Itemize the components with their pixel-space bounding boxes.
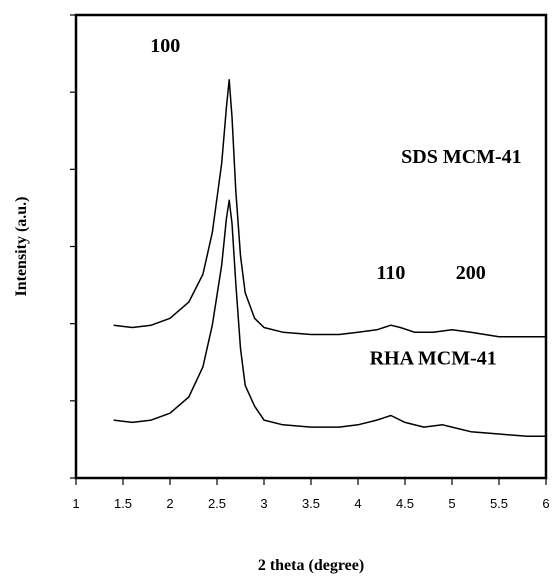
peak-annotations: 100 SDS MCM-41 110 200 RHA MCM-41 (150, 35, 521, 370)
y-tick-marks (70, 14, 76, 479)
x-tick-label: 5 (448, 496, 455, 511)
annotation-label: SDS MCM-41 (401, 146, 522, 168)
x-tick-label: 4 (354, 496, 361, 511)
x-tick-label: 1.5 (114, 496, 132, 511)
x-tick-label: 6 (542, 496, 549, 511)
series-line-2 (113, 199, 546, 438)
x-tick-label: 3.5 (302, 496, 320, 511)
annotation-label: RHA MCM-41 (370, 348, 497, 370)
series-lines (113, 79, 546, 438)
annotation-label: 110 (376, 262, 405, 284)
y-axis-title: Intensity (a.u.) (13, 196, 30, 296)
annotation-label: 200 (456, 262, 486, 284)
x-tick-labels: 1 1.5 2 2.5 3 3.5 4 4.5 5 5.5 6 (72, 496, 549, 511)
x-tick-label: 2 (166, 496, 173, 511)
x-axis-title: 2 theta (degree) (258, 557, 364, 574)
x-tick-marks (75, 478, 547, 485)
x-tick-label: 5.5 (490, 496, 508, 511)
plot-frame-group (74, 13, 548, 480)
plot-frame (74, 13, 548, 480)
x-tick-label: 1 (72, 496, 79, 511)
x-tick-label: 4.5 (396, 496, 414, 511)
series-line-1 (113, 79, 546, 338)
x-tick-label: 2.5 (208, 496, 226, 511)
annotation-label: 100 (150, 35, 180, 57)
x-tick-label: 3 (260, 496, 267, 511)
